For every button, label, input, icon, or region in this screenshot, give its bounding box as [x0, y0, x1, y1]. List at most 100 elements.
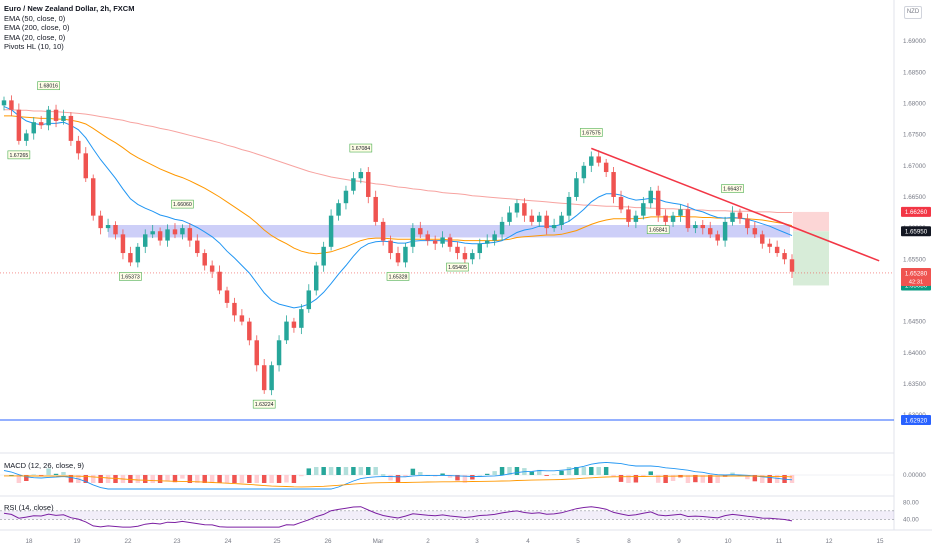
macd-histogram-bar — [670, 475, 676, 481]
ema200-line — [4, 109, 792, 213]
candle-body — [366, 172, 371, 197]
macd-histogram-bar — [187, 475, 193, 483]
macd-histogram-bar — [209, 475, 215, 483]
candle-body — [760, 234, 765, 244]
pivot-label: 1.67084 — [349, 143, 373, 153]
candle-body — [291, 321, 297, 328]
x-tick-label: Mar — [373, 538, 384, 545]
x-tick-label: 8 — [627, 538, 631, 545]
candle-body — [24, 133, 29, 141]
macd-histogram-bar — [529, 471, 535, 475]
currency-badge[interactable]: NZD — [904, 6, 922, 19]
candle-body — [76, 140, 81, 154]
candle-body — [418, 228, 423, 235]
candle-body — [1, 100, 7, 106]
macd-histogram-bar — [46, 468, 51, 475]
candle-body — [715, 234, 720, 241]
candle-body — [774, 246, 780, 254]
candle-body — [321, 246, 326, 266]
pivot-label-text: 1.65373 — [121, 274, 140, 280]
candle-body — [663, 215, 668, 222]
candle-body — [529, 215, 535, 222]
candle-body — [165, 229, 170, 241]
macd-label[interactable]: MACD (12, 26, close, 9) — [4, 461, 85, 470]
price-tag — [901, 415, 931, 426]
pivot-label: 1.68016 — [37, 81, 60, 91]
candle-body — [38, 122, 44, 126]
macd-histogram-bar — [254, 475, 259, 483]
indicator-ema200[interactable]: EMA (200, close, 0) — [4, 23, 70, 33]
candle-body — [462, 253, 468, 260]
candle-body — [31, 122, 36, 134]
macd-histogram-bar — [336, 467, 341, 475]
pivot-label-box — [171, 199, 194, 209]
macd-histogram-bar — [574, 467, 579, 475]
macd-histogram-bar — [745, 475, 750, 480]
candle-body — [730, 212, 735, 222]
candle-body — [128, 253, 133, 263]
rsi-tick-label: 40.00 — [903, 516, 919, 523]
x-tick-label: 2 — [426, 538, 430, 545]
candle-body — [499, 221, 505, 235]
macd-histogram-bar — [789, 475, 795, 483]
candle-body — [68, 115, 74, 141]
candle-body — [492, 234, 497, 241]
macd-histogram-bar — [477, 475, 483, 476]
macd-histogram-bar — [217, 475, 222, 483]
candle-body — [507, 212, 512, 222]
x-tick-label: 15 — [876, 538, 884, 545]
price-tag-text: 1.65950 — [905, 229, 928, 236]
candle-body — [90, 178, 96, 216]
pivot-label: 1.67575 — [579, 128, 603, 137]
indicator-ema50[interactable]: EMA (50, close, 0) — [4, 13, 66, 23]
pivot-label: 1.65373 — [119, 272, 142, 281]
candle-body — [328, 215, 334, 247]
macd-histogram-bar — [455, 475, 460, 481]
macd-histogram-bar — [589, 467, 594, 475]
macd-histogram-bar — [730, 472, 735, 475]
symbol-title[interactable]: Euro / New Zealand Dollar, 2h, FXCM — [4, 4, 135, 13]
pivot-label: 1.66437 — [721, 184, 744, 193]
macd-histogram-bar — [544, 475, 549, 476]
macd-histogram-bar — [313, 467, 319, 475]
candle-body — [83, 153, 89, 179]
pivot-label: 1.65328 — [386, 272, 410, 281]
macd-histogram-bar — [202, 475, 207, 483]
macd-histogram-bar — [559, 470, 564, 475]
pivot-label-text: 1.68016 — [39, 84, 58, 90]
x-tick-label: 25 — [273, 538, 281, 545]
candle-body — [9, 100, 14, 110]
candle-body — [373, 196, 378, 222]
macd-histogram-bar — [180, 475, 185, 479]
macd-histogram-bar — [641, 475, 646, 477]
macd-histogram-bar — [633, 475, 639, 483]
candle-body — [276, 340, 282, 366]
rsi-label[interactable]: RSI (14, close) — [4, 503, 54, 512]
candle-body — [209, 265, 215, 272]
candle-body — [745, 218, 750, 229]
indicator-ema20[interactable]: EMA (20, close, 0) — [4, 32, 66, 42]
y-tick-label: 1.69000 — [903, 38, 926, 45]
candle-body — [343, 190, 349, 204]
descending-trendline — [590, 147, 880, 262]
candle-body — [403, 246, 408, 263]
candle-body — [61, 115, 66, 121]
macd-histogram-bar — [655, 475, 661, 483]
candle-body — [641, 203, 646, 216]
macd-histogram-bar — [53, 473, 59, 475]
macd-signal-line — [4, 475, 793, 488]
macd-histogram-bar — [224, 475, 230, 483]
pivot-label-box — [252, 399, 276, 409]
candle-body — [514, 203, 520, 213]
candle-body — [53, 109, 59, 121]
x-tick-label: 11 — [776, 538, 783, 545]
macd-line — [3, 461, 793, 490]
macd-histogram-bar — [291, 475, 297, 483]
candle-body — [559, 215, 564, 225]
macd-histogram-bar — [440, 473, 445, 475]
indicator-pivots[interactable]: Pivots HL (10, 10) — [4, 42, 64, 52]
y-tick-label: 1.64000 — [903, 350, 926, 357]
